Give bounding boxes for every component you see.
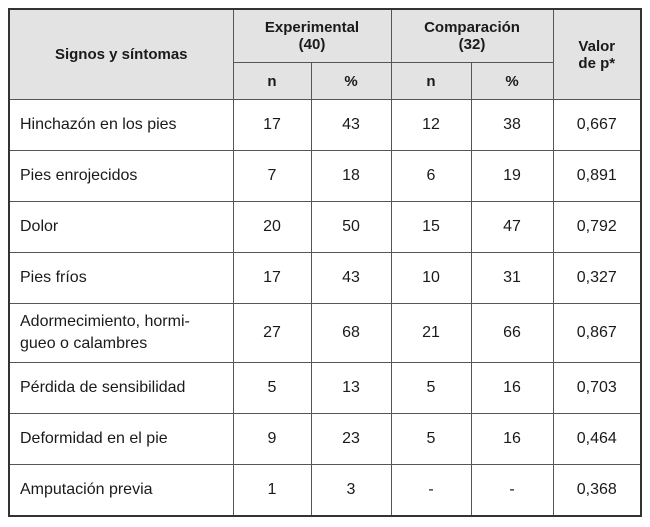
table-row: Pérdida de sensibilidad 5 13 5 16 0,703: [8, 362, 642, 414]
comp-pct-cell: 47: [470, 201, 554, 253]
exp-pct-cell: 3: [310, 464, 392, 517]
comp-n-cell: 15: [390, 201, 472, 253]
exp-pct-cell: 18: [310, 150, 392, 202]
comp-pct-cell: 19: [470, 150, 554, 202]
pvalue-cell: 0,891: [552, 150, 642, 202]
table-row: Hinchazón en los pies 17 43 12 38 0,667: [8, 99, 642, 151]
exp-n-cell: 1: [232, 464, 312, 517]
row-label: Pies enrojecidos: [8, 150, 234, 202]
comp-pct-cell: 16: [470, 362, 554, 414]
row-label: Amputación previa: [8, 464, 234, 517]
pvalue-cell: 0,327: [552, 252, 642, 304]
header-experimental-title: Experimental: [264, 19, 360, 36]
header-comp-pct: %: [470, 62, 554, 100]
comp-n-cell: 10: [390, 252, 472, 304]
comp-n-cell: 5: [390, 413, 472, 465]
header-comparacion: Comparación (32): [390, 8, 554, 63]
row-label: Hinchazón en los pies: [8, 99, 234, 151]
exp-n-cell: 9: [232, 413, 312, 465]
table-row: Pies fríos 17 43 10 31 0,327: [8, 252, 642, 304]
header-exp-pct: %: [310, 62, 392, 100]
exp-pct-cell: 43: [310, 252, 392, 304]
header-experimental-count: (40): [298, 36, 326, 53]
row-label-line2: gueo o calambres: [20, 335, 148, 352]
row-label-line1: Adormecimiento, hormi-: [20, 313, 190, 330]
header-pvalue-line1: Valor: [578, 37, 616, 55]
table-row: Dolor 20 50 15 47 0,792: [8, 201, 642, 253]
comp-pct-cell: 38: [470, 99, 554, 151]
comp-n-cell: 6: [390, 150, 472, 202]
row-label: Deformidad en el pie: [8, 413, 234, 465]
header-experimental: Experimental (40): [232, 8, 392, 63]
exp-n-cell: 27: [232, 303, 312, 363]
exp-pct-cell: 43: [310, 99, 392, 151]
exp-n-cell: 17: [232, 99, 312, 151]
pvalue-cell: 0,703: [552, 362, 642, 414]
row-label: Pérdida de sensibilidad: [8, 362, 234, 414]
header-exp-n: n: [232, 62, 312, 100]
exp-n-cell: 20: [232, 201, 312, 253]
exp-pct-cell: 23: [310, 413, 392, 465]
pvalue-cell: 0,867: [552, 303, 642, 363]
header-comparacion-title: Comparación: [424, 19, 520, 36]
exp-pct-cell: 13: [310, 362, 392, 414]
comp-pct-cell: 16: [470, 413, 554, 465]
header-pvalue-line2: de p*: [578, 54, 616, 72]
comp-n-cell: -: [390, 464, 472, 517]
header-comp-n: n: [390, 62, 472, 100]
symptoms-table: Signos y síntomas Experimental (40) Comp…: [8, 8, 643, 517]
row-label: Adormecimiento, hormi- gueo o calambres: [8, 303, 234, 363]
comp-pct-cell: 31: [470, 252, 554, 304]
comp-pct-cell: 66: [470, 303, 554, 363]
table-row: Adormecimiento, hormi- gueo o calambres …: [8, 303, 642, 363]
exp-pct-cell: 68: [310, 303, 392, 363]
header-signs: Signos y síntomas: [8, 8, 234, 100]
exp-pct-cell: 50: [310, 201, 392, 253]
row-label: Dolor: [8, 201, 234, 253]
pvalue-cell: 0,368: [552, 464, 642, 517]
exp-n-cell: 5: [232, 362, 312, 414]
comp-n-cell: 21: [390, 303, 472, 363]
comp-n-cell: 12: [390, 99, 472, 151]
comp-pct-cell: -: [470, 464, 554, 517]
table-row: Pies enrojecidos 7 18 6 19 0,891: [8, 150, 642, 202]
pvalue-cell: 0,464: [552, 413, 642, 465]
comp-n-cell: 5: [390, 362, 472, 414]
header-pvalue: Valor de p*: [552, 8, 642, 100]
header-comparacion-count: (32): [458, 36, 486, 53]
exp-n-cell: 7: [232, 150, 312, 202]
table-row: Deformidad en el pie 9 23 5 16 0,464: [8, 413, 642, 465]
exp-n-cell: 17: [232, 252, 312, 304]
table-row: Amputación previa 1 3 - - 0,368: [8, 464, 642, 517]
pvalue-cell: 0,667: [552, 99, 642, 151]
row-label: Pies fríos: [8, 252, 234, 304]
table-container: Signos y síntomas Experimental (40) Comp…: [8, 8, 643, 517]
pvalue-cell: 0,792: [552, 201, 642, 253]
